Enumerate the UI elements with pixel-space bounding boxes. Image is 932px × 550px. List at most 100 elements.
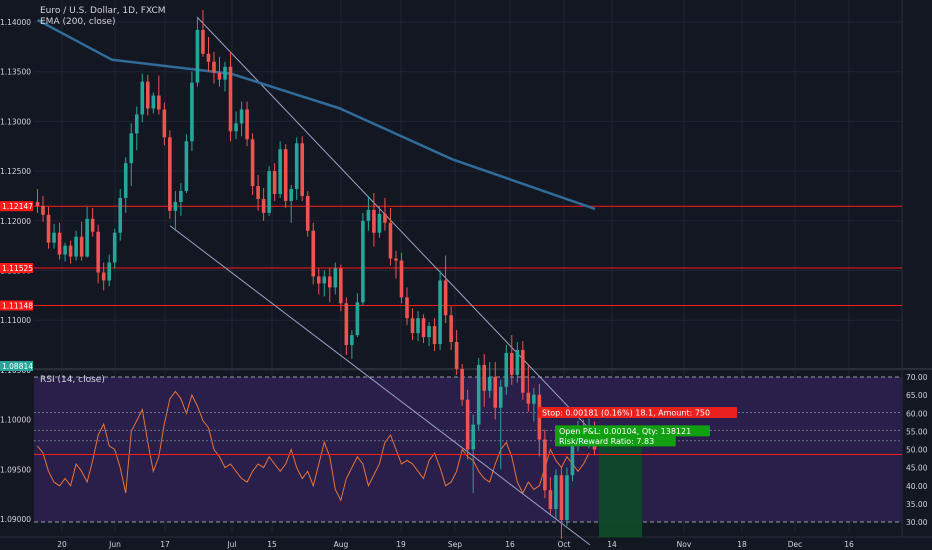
candle bbox=[140, 73, 145, 123]
candle-body bbox=[85, 218, 89, 257]
candle bbox=[476, 357, 481, 430]
time-axis: 20 Jun 17 Jul 15 Aug 19 Sep 16 Oct 14 Nov 18 Dec 16 bbox=[57, 540, 854, 549]
time-tick-label: Nov bbox=[677, 540, 692, 549]
profit-zone bbox=[599, 440, 642, 538]
candle-body bbox=[173, 201, 178, 211]
candle-body bbox=[515, 350, 520, 375]
candle-body bbox=[195, 29, 200, 83]
candle bbox=[267, 166, 271, 216]
candle bbox=[168, 130, 172, 219]
candle bbox=[526, 364, 531, 412]
candle-body bbox=[460, 368, 464, 400]
candle bbox=[190, 71, 194, 152]
candle bbox=[256, 175, 260, 211]
candle bbox=[162, 102, 167, 146]
candle-body bbox=[438, 280, 442, 345]
candle bbox=[305, 190, 310, 237]
candle bbox=[454, 330, 459, 375]
candle bbox=[443, 255, 448, 324]
rr-label: Risk/Reward Ratio: 7.83 bbox=[555, 435, 676, 447]
stop-label-bg bbox=[538, 406, 738, 418]
candle bbox=[35, 188, 40, 213]
ema-line bbox=[36, 18, 596, 211]
candle-body bbox=[261, 198, 266, 213]
candle-body bbox=[548, 490, 553, 510]
price-marker bbox=[0, 201, 33, 212]
candle bbox=[394, 250, 398, 279]
candle bbox=[52, 223, 56, 249]
candle bbox=[41, 195, 45, 222]
candle-body bbox=[300, 143, 305, 196]
candle bbox=[565, 467, 569, 526]
candle-body bbox=[256, 186, 260, 199]
candle-body bbox=[179, 190, 183, 202]
price-tick-label: 1.10000 bbox=[0, 416, 31, 425]
candle-body bbox=[394, 258, 398, 261]
candle-body bbox=[157, 95, 161, 110]
candle-body bbox=[432, 326, 437, 345]
candle bbox=[366, 195, 371, 231]
candle-body bbox=[201, 29, 205, 54]
candle bbox=[283, 144, 288, 208]
candle bbox=[57, 222, 62, 260]
candle bbox=[521, 341, 525, 400]
candle-body bbox=[79, 236, 84, 257]
candle-body bbox=[294, 143, 299, 189]
time-tick-label: Oct bbox=[558, 540, 571, 549]
time-tick-label: 17 bbox=[160, 540, 170, 549]
price-marker-label: 1.11148 bbox=[2, 301, 33, 310]
rsi-tick-label: 30.00 bbox=[906, 518, 928, 527]
candle-body bbox=[554, 475, 558, 510]
candle bbox=[316, 268, 321, 295]
price-axis: 1.14000 1.13500 1.13000 1.12500 1.12000 1.115… bbox=[0, 18, 928, 527]
symbol-title: Euro / U.S. Dollar, 1D, FXCM bbox=[40, 6, 166, 16]
candle bbox=[46, 206, 51, 249]
time-tick-label: Aug bbox=[334, 540, 349, 549]
candle bbox=[212, 51, 216, 84]
stop-label: Stop: 0.00181 (0.16%) 18.1, Amount: 750 bbox=[538, 406, 738, 418]
candle-body bbox=[151, 95, 156, 109]
candle bbox=[184, 134, 189, 193]
candle bbox=[504, 345, 509, 395]
channel-lower-line bbox=[169, 225, 591, 546]
candle-body bbox=[289, 188, 293, 201]
time-tick-label: 16 bbox=[505, 540, 515, 549]
candle bbox=[322, 270, 327, 297]
candle bbox=[471, 414, 475, 494]
candle-body bbox=[322, 276, 327, 284]
candle bbox=[487, 361, 492, 398]
candle bbox=[289, 185, 293, 223]
candle-body bbox=[146, 81, 150, 109]
time-tick-label: Dec bbox=[788, 540, 803, 549]
candle bbox=[355, 293, 360, 338]
price-marker bbox=[0, 361, 33, 371]
candle bbox=[421, 314, 426, 344]
candle bbox=[272, 163, 277, 201]
candle bbox=[515, 342, 520, 383]
time-tick-label: 20 bbox=[57, 540, 67, 549]
candle bbox=[223, 61, 227, 92]
rsi-tick-label: 70.00 bbox=[906, 373, 928, 382]
candle-body bbox=[449, 315, 453, 343]
candle bbox=[157, 75, 161, 115]
candle-body bbox=[206, 53, 211, 62]
candle bbox=[123, 157, 128, 213]
candle-body bbox=[35, 201, 40, 206]
candle-body bbox=[223, 66, 227, 80]
candle-body bbox=[112, 232, 117, 263]
candle-body bbox=[543, 439, 547, 491]
time-tick-label: Jul bbox=[226, 540, 236, 549]
candle bbox=[311, 222, 316, 285]
rsi-tick-label: 60.00 bbox=[906, 409, 928, 418]
time-tick-label: 16 bbox=[844, 540, 854, 549]
candle-body bbox=[421, 318, 426, 338]
candle bbox=[278, 141, 282, 198]
candle bbox=[498, 379, 503, 470]
candle-body bbox=[140, 81, 145, 115]
candle-body bbox=[372, 209, 376, 233]
candle bbox=[548, 477, 553, 515]
price-tick-label: 1.11000 bbox=[0, 316, 31, 325]
candle bbox=[112, 228, 117, 269]
candle bbox=[300, 136, 305, 201]
candle bbox=[482, 353, 487, 407]
